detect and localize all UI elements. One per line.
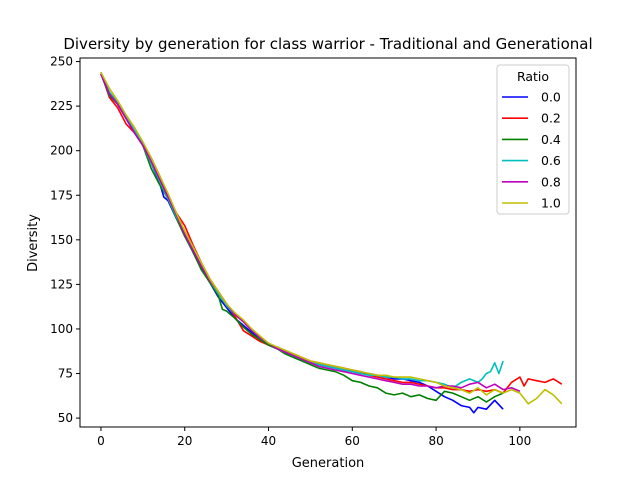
x-tick-label: 20	[177, 434, 192, 448]
axes: 0 20 40 60 80 100 50 75 100 125 150 175 200 225 250	[50, 55, 577, 448]
y-tick-label: 225	[50, 99, 73, 113]
legend-entry-label: 0.8	[541, 174, 561, 189]
y-tick-label: 100	[50, 322, 73, 336]
series-line-0.0	[100, 73, 504, 414]
series-line-0.4	[100, 73, 504, 403]
series-line-0.8	[100, 73, 521, 393]
y-tick-label: 50	[58, 411, 73, 425]
plot-lines	[100, 71, 563, 414]
legend: Ratio 0.0 0.2 0.4 0.6 0.8 1.0	[496, 64, 570, 215]
y-tick-label: 150	[50, 233, 73, 247]
y-tick-label: 75	[58, 367, 73, 381]
y-axis-label: Diversity	[26, 214, 41, 272]
legend-entry-label: 0.4	[541, 132, 561, 147]
series-line-0.6	[100, 71, 504, 389]
legend-entry-label: 0.2	[541, 111, 561, 126]
x-tick-label: 40	[261, 434, 276, 448]
legend-entry-label: 0.6	[541, 153, 561, 168]
legend-entry-label: 0.0	[541, 90, 561, 105]
x-tick-label: 60	[345, 434, 360, 448]
series-line-0.2	[100, 72, 563, 394]
y-tick-label: 200	[50, 144, 73, 158]
x-tick-label: 80	[428, 434, 443, 448]
y-tick-label: 125	[50, 277, 73, 291]
legend-entry-label: 1.0	[541, 196, 561, 211]
x-tick-label: 0	[97, 434, 105, 448]
series-line-1.0	[100, 71, 563, 405]
legend-box	[496, 64, 570, 215]
y-tick-label: 175	[50, 188, 73, 202]
y-tick-label: 250	[50, 55, 73, 69]
legend-title: Ratio	[517, 69, 549, 84]
x-axis-label: Generation	[292, 456, 365, 471]
x-tick-label: 100	[508, 434, 531, 448]
plot-frame	[79, 57, 577, 428]
chart-title: Diversity by generation for class warrio…	[63, 35, 592, 53]
